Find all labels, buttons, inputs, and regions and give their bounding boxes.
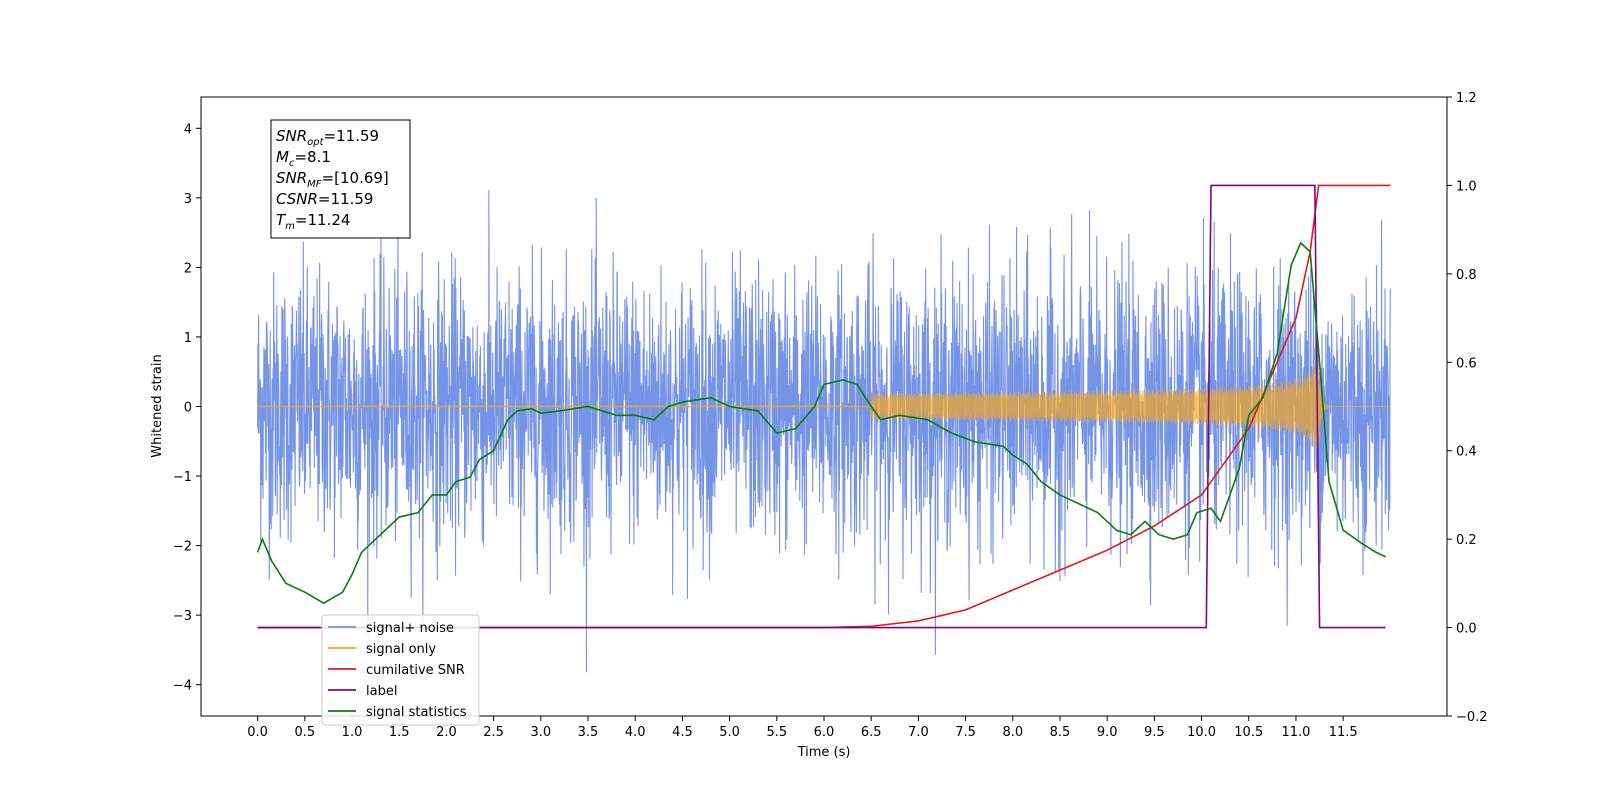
x-tick-label: 8.0 xyxy=(1002,725,1023,740)
legend-entry: cumilative SNR xyxy=(366,663,465,678)
info-box-line: Tm=11.24 xyxy=(276,211,350,232)
x-tick-label: 10.5 xyxy=(1234,725,1263,740)
x-tick-label: 7.0 xyxy=(908,725,929,740)
x-tick-label: 5.0 xyxy=(719,725,740,740)
y-tick-label: −4 xyxy=(173,679,192,694)
series-label xyxy=(257,184,1386,629)
x-tick-label: 5.5 xyxy=(766,725,787,740)
x-tick-label: 9.0 xyxy=(1097,725,1118,740)
y2-tick-label: 0.0 xyxy=(1456,622,1477,637)
x-tick-label: 7.5 xyxy=(955,725,976,740)
legend-frame xyxy=(321,614,480,726)
legend-entry: signal only xyxy=(366,642,436,657)
info-box-line: Mc=8.1 xyxy=(276,148,331,169)
info-box: SNRopt=11.59Mc=8.1SNRMF=[10.69]CSNR=11.5… xyxy=(270,119,411,239)
x-tick-label: 4.5 xyxy=(672,725,693,740)
series-signal-noise xyxy=(257,190,1391,673)
x-tick-label: 11.5 xyxy=(1329,725,1358,740)
y-tick-label: 0 xyxy=(184,401,192,416)
legend-entry: label xyxy=(366,684,397,699)
x-tick-label: 0.0 xyxy=(247,725,268,740)
x-tick-label: 1.5 xyxy=(389,725,410,740)
y-tick-label: −2 xyxy=(173,540,192,555)
x-tick-label: 2.5 xyxy=(483,725,504,740)
x-tick-label: 6.0 xyxy=(814,725,835,740)
y-axis-left: 4 3 2 1 0 −1 −2 −3 −4 xyxy=(173,122,201,694)
x-tick-label: 4.0 xyxy=(625,725,646,740)
x-tick-label: 0.5 xyxy=(294,725,315,740)
x-tick-label: 3.0 xyxy=(530,725,551,740)
y-tick-label: 2 xyxy=(184,261,192,276)
x-axis: 0.0 0.5 1.0 1.5 2.0 2.5 3.0 3.5 4.0 4.5 5.0 5.5 6.0 6… xyxy=(247,716,1358,740)
y2-tick-label: −0.2 xyxy=(1456,710,1488,725)
y2-tick-label: 0.8 xyxy=(1456,268,1477,283)
x-tick-label: 8.5 xyxy=(1050,725,1071,740)
info-box-line: CSNR=11.59 xyxy=(276,190,373,208)
legend-entry: signal+ noise xyxy=(366,621,454,636)
series-signal-statistics xyxy=(256,241,1386,605)
info-box-line: SNRMF=[10.69] xyxy=(276,169,389,190)
y-tick-label: −3 xyxy=(173,609,192,624)
y2-tick-label: 1.2 xyxy=(1456,91,1477,106)
legend-entry: signal statistics xyxy=(366,705,467,720)
x-tick-label: 6.5 xyxy=(861,725,882,740)
series-cumilative-snr xyxy=(257,184,1391,629)
y-axis-right: 1.2 1.0 0.8 0.6 0.4 0.2 0.0 −0.2 xyxy=(1447,91,1488,725)
x-tick-label: 1.0 xyxy=(342,725,363,740)
info-box-line: SNRopt=11.59 xyxy=(276,127,379,148)
x-tick-label: 9.5 xyxy=(1144,725,1165,740)
y2-tick-label: 0.6 xyxy=(1456,356,1477,371)
y2-tick-label: 0.2 xyxy=(1456,533,1477,548)
y-axis-label: Whitened strain xyxy=(150,354,165,457)
x-tick-label: 11.0 xyxy=(1281,725,1310,740)
y-tick-label: 4 xyxy=(184,122,192,137)
legend: signal+ noise signal only cumilative SNR la… xyxy=(321,614,480,726)
x-tick-label: 2.0 xyxy=(436,725,457,740)
plot-area xyxy=(256,184,1391,673)
y-tick-label: 3 xyxy=(184,192,192,207)
y2-tick-label: 1.0 xyxy=(1456,179,1477,194)
x-tick-label: 3.5 xyxy=(578,725,599,740)
x-tick-label: 10.0 xyxy=(1187,725,1216,740)
y2-tick-label: 0.4 xyxy=(1456,445,1477,460)
y-tick-label: 1 xyxy=(184,331,192,346)
x-axis-label: Time (s) xyxy=(797,745,851,760)
info-box-frame xyxy=(270,119,411,239)
series-signal-only xyxy=(257,355,1391,459)
y-tick-label: −1 xyxy=(173,470,192,485)
